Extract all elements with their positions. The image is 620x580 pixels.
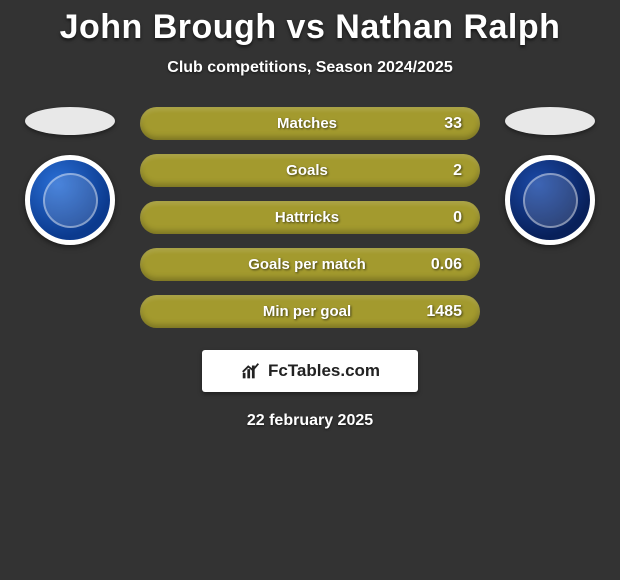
stat-row-min-per-goal: Min per goal 1485 bbox=[140, 295, 480, 328]
stat-value: 1485 bbox=[416, 303, 462, 321]
date-label: 22 february 2025 bbox=[0, 412, 620, 430]
stat-value: 0 bbox=[416, 209, 462, 227]
main-row: Matches 33 Goals 2 Hattricks 0 Goals per… bbox=[0, 107, 620, 328]
brand-link[interactable]: FcTables.com bbox=[202, 350, 418, 392]
stat-label: Matches bbox=[158, 115, 416, 132]
chart-line-icon bbox=[240, 360, 262, 382]
southend-badge-icon bbox=[523, 173, 578, 228]
subtitle: Club competitions, Season 2024/2025 bbox=[0, 59, 620, 77]
stat-label: Goals bbox=[158, 162, 416, 179]
stat-value: 33 bbox=[416, 115, 462, 133]
left-club-badge bbox=[25, 155, 115, 245]
stat-label: Hattricks bbox=[158, 209, 416, 226]
stat-label: Goals per match bbox=[158, 256, 416, 273]
left-player-token bbox=[25, 107, 115, 135]
stat-label: Min per goal bbox=[158, 303, 416, 320]
right-player-column bbox=[500, 107, 600, 245]
stat-row-hattricks: Hattricks 0 bbox=[140, 201, 480, 234]
right-player-token bbox=[505, 107, 595, 135]
stat-row-goals: Goals 2 bbox=[140, 154, 480, 187]
stat-value: 2 bbox=[416, 162, 462, 180]
left-player-column bbox=[20, 107, 120, 245]
stat-row-matches: Matches 33 bbox=[140, 107, 480, 140]
stat-value: 0.06 bbox=[416, 256, 462, 274]
right-club-badge bbox=[505, 155, 595, 245]
aldershot-badge-icon bbox=[43, 173, 98, 228]
stat-row-goals-per-match: Goals per match 0.06 bbox=[140, 248, 480, 281]
brand-label: FcTables.com bbox=[268, 361, 380, 381]
comparison-card: John Brough vs Nathan Ralph Club competi… bbox=[0, 0, 620, 430]
stats-column: Matches 33 Goals 2 Hattricks 0 Goals per… bbox=[140, 107, 480, 328]
page-title: John Brough vs Nathan Ralph bbox=[0, 8, 620, 47]
